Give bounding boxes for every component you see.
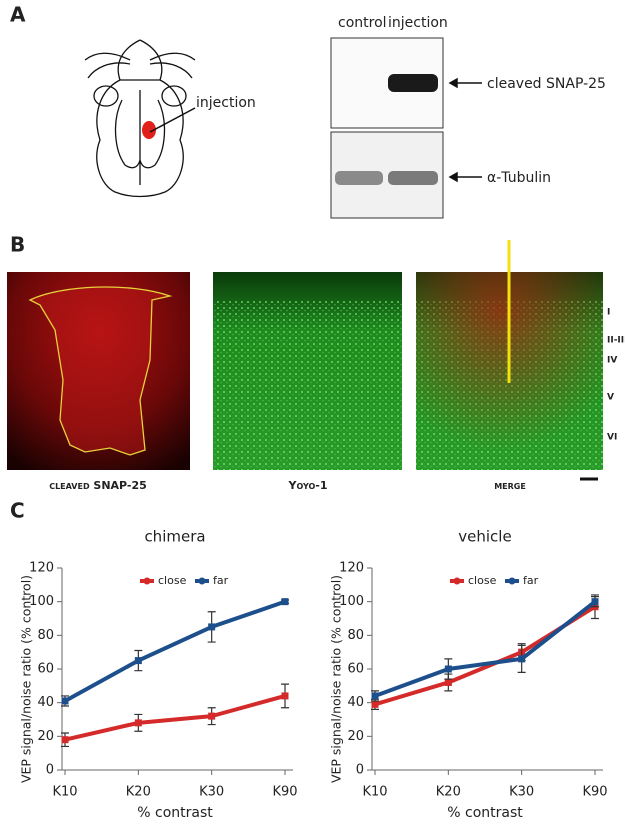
point (444, 665, 452, 673)
point (281, 692, 289, 700)
injection-site (142, 121, 156, 139)
blot-band (388, 171, 438, 185)
image-label: Yoyo-1 (287, 479, 327, 492)
arrows (448, 77, 482, 183)
point (208, 623, 216, 631)
layer-label: I (607, 308, 610, 318)
y-tick-label: 0 (46, 763, 54, 778)
point (61, 697, 69, 705)
legend-swatch (508, 577, 516, 585)
blot-label: cleaved SNAP-25 (487, 76, 606, 92)
y-tick-label: 80 (37, 628, 54, 643)
lane-label: control (338, 15, 387, 31)
blot-band (335, 171, 383, 185)
y-tick-label: 20 (37, 729, 54, 744)
legend-swatch (453, 577, 461, 585)
point (134, 719, 142, 727)
chart-title: vehicle (458, 528, 511, 546)
series-line (374, 600, 597, 698)
y-tick-label: 0 (356, 763, 364, 778)
legend-label: far (523, 574, 539, 587)
injection-label: injection (196, 95, 256, 111)
x-tick-label: K90 (272, 785, 297, 800)
blot-label: α-Tubulin (487, 170, 551, 186)
image-label: cleaved SNAP-25 (49, 479, 147, 492)
y-axis-label: VEP signal/noise ratio (% control) (329, 575, 344, 783)
layer-label: II-III (607, 336, 625, 346)
y-tick-label: 80 (347, 628, 364, 643)
point (371, 692, 379, 700)
series-line (64, 694, 286, 742)
layer-label: VI (607, 433, 617, 443)
legend-label: far (213, 574, 229, 587)
x-tick-label: K30 (509, 785, 534, 800)
x-axis-label: % contrast (137, 805, 213, 821)
legend-label: close (468, 574, 497, 587)
mouse-schematic (84, 39, 196, 198)
x-tick-label: K10 (52, 785, 77, 800)
point (61, 736, 69, 744)
y-tick-label: 40 (37, 695, 54, 710)
point (134, 657, 142, 665)
pointer (149, 107, 196, 133)
y-tick-label: 40 (347, 695, 364, 710)
image-label: merge (494, 479, 526, 492)
x-tick-label: K10 (362, 785, 387, 800)
micrograph-outline (28, 286, 173, 456)
point (591, 598, 599, 606)
legend-swatch (143, 577, 151, 585)
point (518, 655, 526, 663)
series-line (64, 599, 286, 703)
legend-label: close (158, 574, 187, 587)
y-tick-label: 120 (29, 561, 54, 576)
x-tick-label: K90 (582, 785, 607, 800)
blot-band (388, 74, 438, 92)
layer-label: V (607, 393, 614, 403)
panel-label: A (10, 3, 26, 27)
y-tick-label: 100 (339, 594, 364, 609)
point (371, 700, 379, 708)
y-tick-label: 60 (347, 662, 364, 677)
legend-swatch (198, 577, 206, 585)
point (208, 712, 216, 720)
x-tick-label: K30 (199, 785, 224, 800)
chart-title: chimera (144, 528, 205, 546)
y-tick-label: 20 (347, 729, 364, 744)
y-axis-label: VEP signal/noise ratio (% control) (19, 575, 34, 783)
layer-label: IV (607, 356, 617, 366)
micrograph-texture (213, 300, 402, 470)
y-tick-label: 100 (29, 594, 54, 609)
point (281, 598, 289, 606)
y-tick-label: 120 (339, 561, 364, 576)
series-line (374, 605, 597, 707)
lane-label: injection (388, 15, 448, 31)
x-tick-label: K20 (126, 785, 151, 800)
x-tick-label: K20 (436, 785, 461, 800)
point (444, 678, 452, 686)
panel-label: C (10, 499, 25, 523)
panel-label: B (10, 233, 25, 257)
x-axis-label: % contrast (447, 805, 523, 821)
y-tick-label: 60 (37, 662, 54, 677)
